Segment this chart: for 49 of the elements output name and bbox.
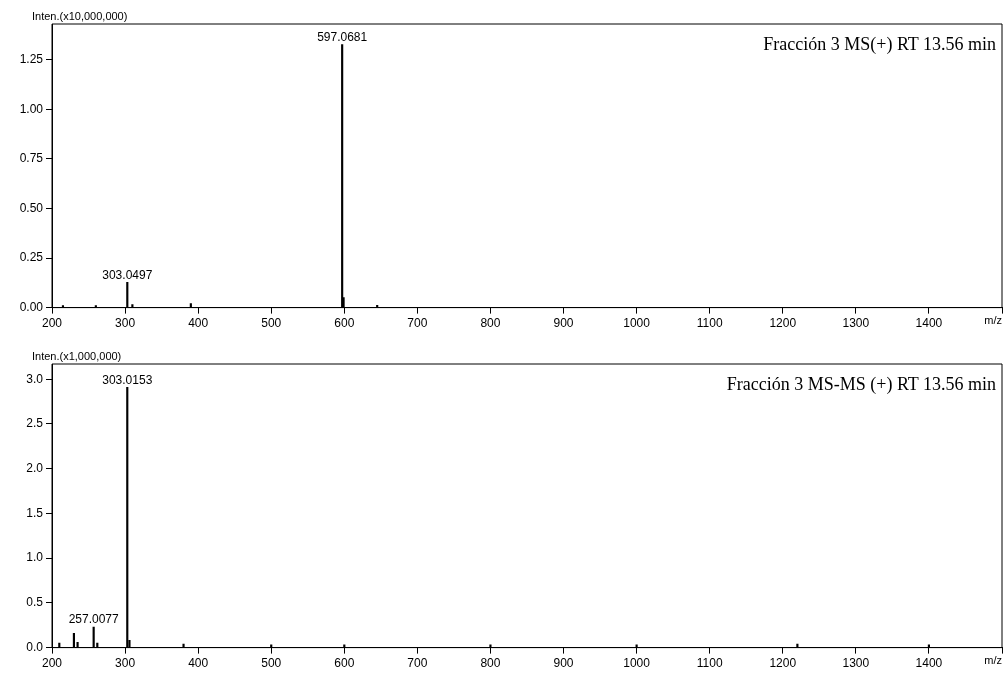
x-tick-label: 1400	[915, 316, 943, 331]
y-tick-label: 1.5	[26, 505, 44, 520]
x-tick-label: 1100	[696, 656, 723, 671]
y-axis-title: Inten.(x1,000,000)	[32, 349, 122, 362]
x-tick-label: 1100	[696, 316, 723, 331]
x-tick-label: 800	[480, 656, 501, 671]
x-axis-title: m/z	[984, 314, 1002, 327]
x-tick-label: 200	[41, 656, 63, 671]
x-tick-label: 1300	[842, 316, 870, 331]
y-axis-title: Inten.(x10,000,000)	[32, 9, 128, 22]
y-tick-label: 3.0	[26, 371, 44, 386]
y-tick-label: 2.5	[26, 416, 44, 431]
x-tick-label: 800	[480, 316, 501, 331]
x-tick-label: 1200	[769, 656, 797, 671]
x-tick-label: 400	[188, 316, 209, 331]
y-tick-label: 0.75	[19, 151, 44, 166]
x-tick-label: 1200	[769, 316, 797, 331]
x-tick-label: 700	[407, 316, 428, 331]
x-tick-label: 1000	[623, 656, 651, 671]
y-tick-label: 0.5	[26, 595, 44, 610]
y-tick-label: 1.00	[19, 101, 44, 116]
x-tick-label: 1000	[623, 316, 651, 331]
y-tick-label: 1.0	[26, 550, 44, 565]
y-tick-label: 2.0	[26, 460, 44, 475]
x-tick-label: 900	[553, 316, 574, 331]
annotation: 303.0153	[102, 372, 153, 387]
x-tick-label: 300	[115, 656, 136, 671]
x-tick-label: 600	[334, 316, 355, 331]
x-axis-title: m/z	[984, 654, 1002, 667]
y-tick-label: 1.25	[19, 52, 44, 67]
annotation: 303.0497	[102, 267, 153, 282]
x-tick-label: 500	[261, 316, 282, 331]
x-tick-label: 200	[41, 316, 63, 331]
y-tick-label: 0.00	[19, 299, 44, 314]
annotation: 257.0077	[68, 612, 120, 627]
x-tick-label: 400	[188, 656, 209, 671]
text: Fracción 3 MS-MS (+) RT 13.56 min	[726, 373, 996, 395]
x-tick-label: 1300	[842, 656, 870, 671]
x-tick-label: 500	[261, 656, 282, 671]
x-tick-label: 1400	[915, 656, 943, 671]
y-tick-label: 0.50	[19, 200, 44, 215]
text: Fracción 3 MS(+) RT 13.56 min	[763, 33, 996, 55]
annotation: 597.0681	[317, 29, 368, 44]
x-tick-label: 300	[115, 316, 136, 331]
y-tick-label: 0.0	[26, 639, 44, 654]
x-tick-label: 900	[553, 656, 574, 671]
x-tick-label: 600	[334, 656, 355, 671]
y-tick-label: 0.25	[19, 250, 44, 265]
x-tick-label: 700	[407, 656, 428, 671]
